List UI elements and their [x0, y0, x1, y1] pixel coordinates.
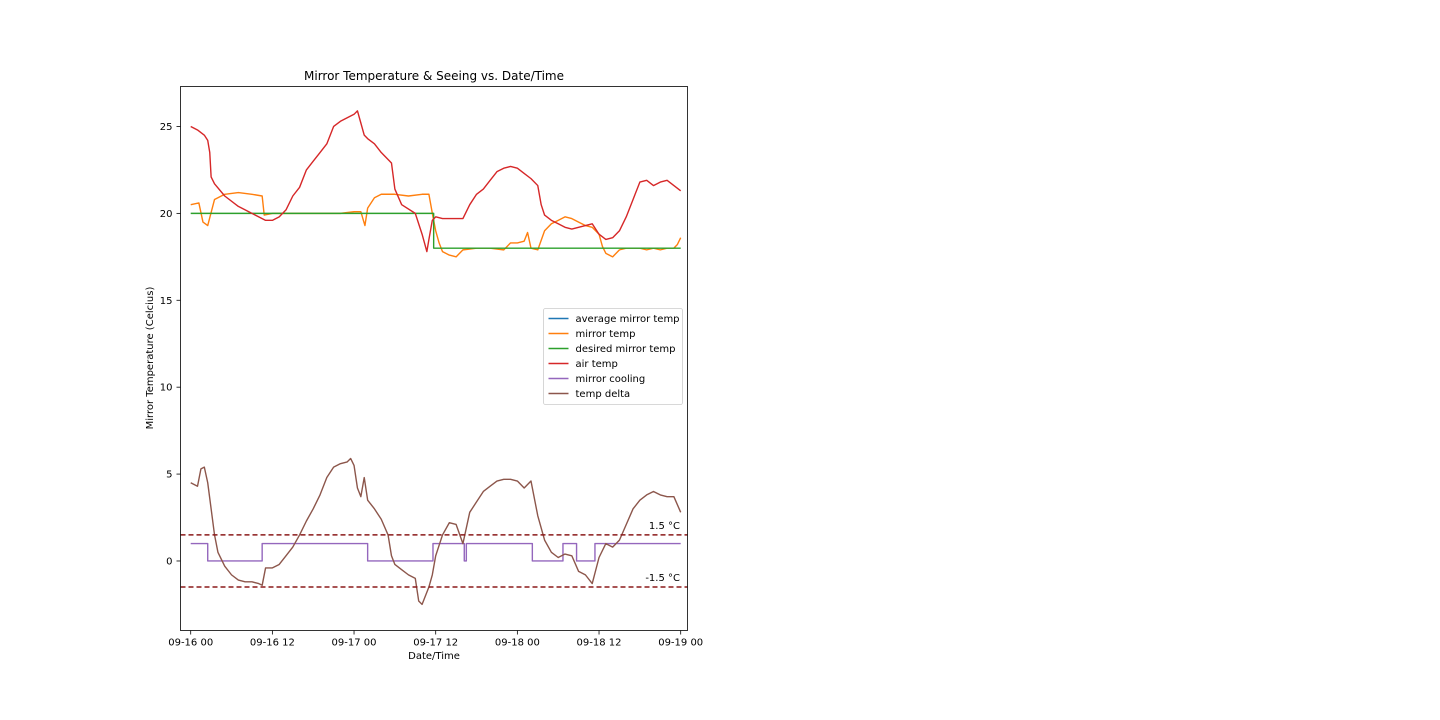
- legend-entry: mirror cooling: [576, 374, 646, 385]
- y-tick-label: 10: [160, 383, 173, 394]
- x-tick-label: 09-16 12: [250, 638, 295, 649]
- reference-line-labels: 1.5 °C -1.5 °C: [645, 521, 680, 584]
- chart-title: Mirror Temperature & Seeing vs. Date/Tim…: [304, 69, 564, 83]
- series-line-air-temp: [190, 110, 682, 253]
- x-tick-label: 09-17 12: [413, 638, 458, 649]
- x-axis-label: Date/Time: [408, 651, 460, 662]
- reference-line-label: -1.5 °C: [645, 573, 680, 584]
- x-tick-label: 09-18 00: [495, 638, 540, 649]
- series-line-temp-delta: [190, 457, 682, 606]
- legend-entry: temp delta: [576, 389, 631, 400]
- legend-entry: average mirror temp: [576, 314, 680, 325]
- legend: average mirror temp mirror temp desired mi…: [543, 308, 683, 405]
- legend-entry: desired mirror temp: [576, 344, 676, 355]
- plot-area: [180, 110, 688, 606]
- y-tick-label: 20: [160, 209, 173, 220]
- y-tick-label: 15: [160, 296, 173, 307]
- legend-entry: air temp: [576, 359, 618, 370]
- y-tick-label: 25: [160, 122, 173, 133]
- x-tick-label: 09-19 00: [658, 638, 703, 649]
- y-axis-label: Mirror Temperature (Celcius): [145, 287, 156, 430]
- series-line-desired-mirror-temp: [190, 212, 681, 249]
- y-axis-ticks: 0 5 10 15 20 25: [160, 122, 181, 567]
- reference-line-label: 1.5 °C: [649, 521, 680, 532]
- x-axis-ticks: 09-16 00 09-16 12 09-17 00 09-17 12 09-18 00…: [168, 630, 703, 649]
- x-tick-label: 09-18 12: [577, 638, 622, 649]
- y-tick-label: 5: [166, 470, 172, 481]
- x-tick-label: 09-16 00: [168, 638, 213, 649]
- axes-frame: [180, 86, 688, 631]
- series-line-mirror-cooling: [190, 542, 681, 562]
- series-line-mirror-temp: [190, 191, 682, 258]
- x-tick-label: 09-17 00: [332, 638, 377, 649]
- legend-entry: mirror temp: [576, 329, 636, 340]
- y-tick-label: 0: [166, 556, 172, 567]
- legend-box: [543, 308, 683, 405]
